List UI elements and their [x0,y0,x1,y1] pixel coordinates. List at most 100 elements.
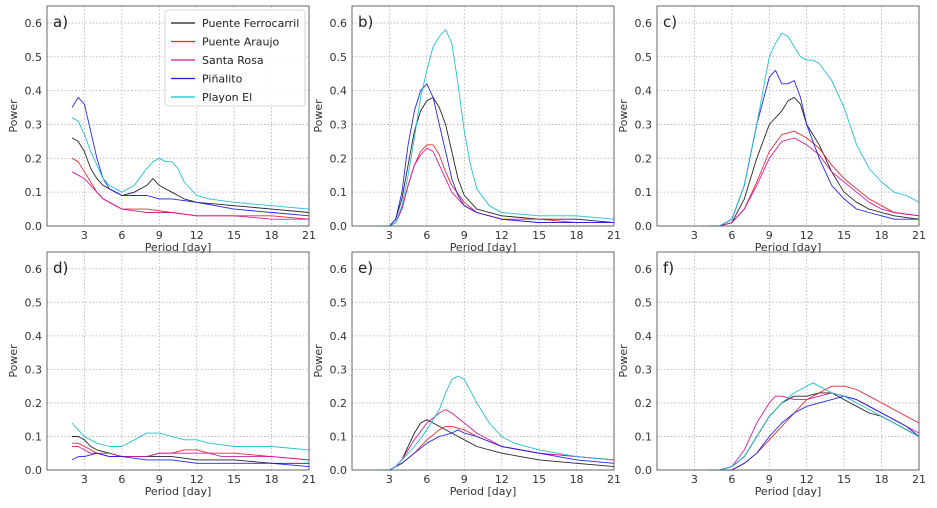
y-tick-label: 0.2 [330,152,348,165]
series-line-pi-alito [71,452,310,468]
x-tick-label: 21 [607,229,621,242]
y-tick-label: 0.5 [330,51,348,64]
panel-2: 3 6 9 12 15 18 21 0.0 0.1 0.2 0.3 0.4 0.5 0.6 Period [… [617,5,926,254]
y-tick-label: 0.0 [25,220,43,233]
x-tick-label: 21 [912,473,926,486]
series-line-puente-ferrocarril [377,419,615,471]
x-tick-label: 18 [265,473,279,486]
y-axis-label: Power [617,344,630,378]
axes-frame [656,5,920,227]
x-tick-label: 6 [118,229,125,242]
y-tick-label: 0.4 [635,85,653,98]
series-line-playon-el [377,29,615,227]
x-tick-label: 6 [423,229,430,242]
x-tick-label: 12 [190,229,204,242]
series-line-puente-ferrocarril [706,96,920,227]
legend-label: Piñalito [202,73,243,86]
series-line-playon-el [71,422,310,451]
panel-0: 3 6 9 12 15 18 21 0.0 0.1 0.2 0.3 0.4 0.5 0.6 Period [… [7,5,316,254]
y-tick-label: 0.3 [330,363,348,376]
x-tick-label: 3 [691,229,698,242]
legend-label: Playon El [202,91,252,104]
legend: Puente Ferrocarril Puente Araujo Santa Ros… [164,9,306,107]
x-tick-label: 15 [227,229,241,242]
series-line-pi-alito [71,96,310,217]
x-tick-label: 3 [81,229,88,242]
y-tick-label: 0.2 [25,397,43,410]
panel-label: e) [358,259,373,277]
legend-box [164,9,306,107]
y-tick-label: 0.2 [635,397,653,410]
y-tick-label: 0.6 [330,263,348,276]
y-axis-label: Power [312,99,325,133]
series-line-playon-el [71,117,310,210]
y-tick-label: 0.1 [25,430,43,443]
x-axis-label: Period [day] [450,485,517,498]
x-tick-label: 6 [728,229,735,242]
x-tick-label: 12 [800,229,814,242]
x-tick-label: 18 [875,229,889,242]
series-line-puente-araujo [706,130,920,227]
x-tick-label: 18 [875,473,889,486]
y-tick-label: 0.4 [25,330,43,343]
x-tick-label: 3 [81,473,88,486]
y-tick-label: 0.2 [635,152,653,165]
y-tick-label: 0.5 [330,296,348,309]
x-tick-label: 9 [766,229,773,242]
y-tick-label: 0.6 [25,263,43,276]
x-tick-label: 15 [837,229,851,242]
y-tick-label: 0.3 [635,118,653,131]
series-line-santa-rosa [377,409,615,471]
y-tick-label: 0.3 [330,118,348,131]
legend-label: Puente Araujo [202,36,280,49]
x-tick-label: 18 [570,473,584,486]
y-tick-label: 0.6 [330,17,348,30]
x-tick-label: 21 [912,229,926,242]
panel-label: b) [358,13,373,31]
series-line-playon-el [706,382,920,471]
x-axis-label: Period [day] [755,485,822,498]
y-tick-label: 0.1 [330,186,348,199]
panel-label: a) [53,13,68,31]
x-tick-label: 9 [766,473,773,486]
axes-frame [46,5,310,227]
panel-label: d) [53,259,68,277]
x-axis-label: Period [day] [145,485,212,498]
x-axis-label: Period [day] [145,241,212,254]
y-tick-label: 0.1 [330,430,348,443]
x-tick-label: 9 [156,229,163,242]
x-tick-label: 12 [495,473,509,486]
x-axis-label: Period [day] [755,241,822,254]
axes-frame [351,5,615,227]
panel-3: 3 6 9 12 15 18 21 0.0 0.1 0.2 0.3 0.4 0.5 0.6 Period [… [7,251,316,498]
x-tick-label: 9 [156,473,163,486]
y-tick-label: 0.6 [25,17,43,30]
y-tick-label: 0.0 [330,464,348,477]
panel-label: f) [663,259,674,277]
y-tick-label: 0.1 [635,186,653,199]
x-tick-label: 18 [265,229,279,242]
x-tick-label: 9 [461,473,468,486]
y-tick-label: 0.6 [635,263,653,276]
x-tick-label: 12 [800,473,814,486]
axes-frame [351,251,615,471]
axes-frame [46,251,310,471]
y-tick-label: 0.4 [635,330,653,343]
y-axis-label: Power [7,99,20,133]
x-tick-label: 21 [302,229,316,242]
x-tick-label: 12 [495,229,509,242]
y-tick-label: 0.4 [25,85,43,98]
y-tick-label: 0.1 [25,186,43,199]
y-tick-label: 0.5 [635,296,653,309]
panel-label: c) [663,13,677,31]
panel-4: 3 6 9 12 15 18 21 0.0 0.1 0.2 0.3 0.4 0.5 0.6 Period [… [312,251,621,498]
y-tick-label: 0.3 [25,363,43,376]
series-line-santa-rosa [72,446,310,461]
y-axis-label: Power [7,344,20,378]
y-tick-label: 0.2 [25,152,43,165]
x-axis-label: Period [day] [450,241,517,254]
series-line-santa-rosa [71,171,309,220]
y-tick-label: 0.1 [635,430,653,443]
axes-frame [656,251,920,471]
